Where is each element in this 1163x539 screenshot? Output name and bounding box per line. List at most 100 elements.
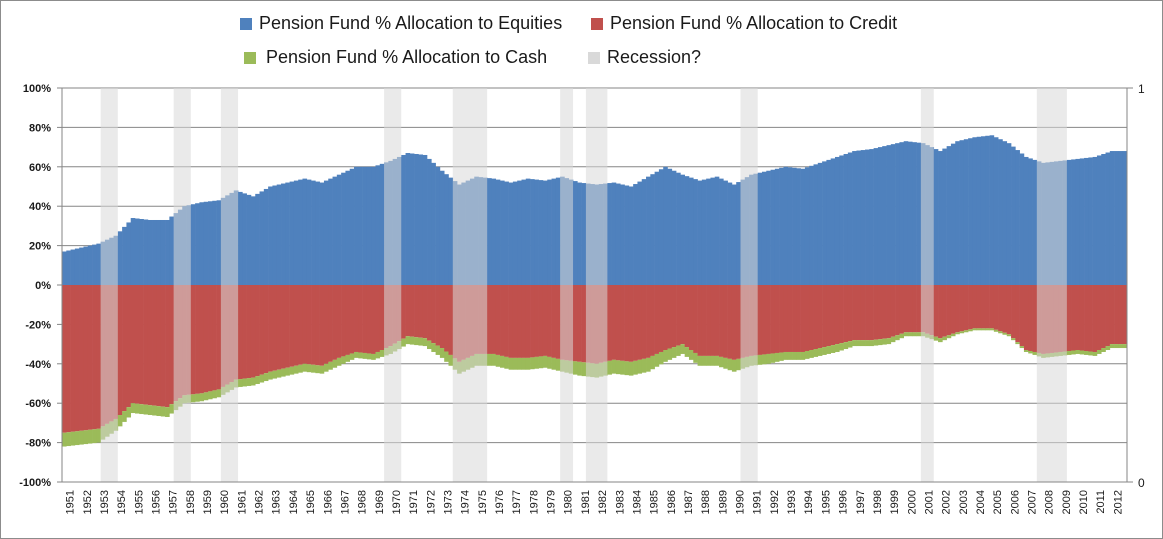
x-tick-label: 1952 xyxy=(82,490,94,514)
bar-cash xyxy=(869,340,874,347)
bar-equities xyxy=(1109,151,1115,285)
y-tick-label: 20% xyxy=(29,241,51,253)
bar-equities xyxy=(74,248,80,285)
bar-cash xyxy=(203,392,209,401)
bar-cash xyxy=(435,345,441,355)
bar-equities xyxy=(439,170,445,285)
bar-cash xyxy=(281,368,286,377)
bar-cash xyxy=(345,354,351,362)
bar-equities xyxy=(349,168,355,285)
bar-equities xyxy=(435,166,441,285)
bar-credit xyxy=(302,285,308,364)
bar-credit xyxy=(160,285,166,407)
bar-equities xyxy=(680,174,685,285)
bar-credit xyxy=(731,285,737,360)
bar-equities xyxy=(817,162,823,285)
bar-equities xyxy=(736,182,741,285)
bar-equities xyxy=(160,219,166,285)
bar-credit xyxy=(542,285,548,356)
bar-credit xyxy=(87,285,93,430)
bar-cash xyxy=(74,431,80,446)
bar-credit xyxy=(530,285,535,358)
legend-label-credit: Pension Fund % Allocation to Credit xyxy=(610,13,898,33)
bar-cash xyxy=(92,429,97,444)
x-tick-label: 1992 xyxy=(769,490,781,514)
bar-equities xyxy=(92,244,97,285)
bar-equities xyxy=(800,168,806,285)
bar-cash xyxy=(199,393,205,402)
bar-cash xyxy=(938,338,943,343)
x-tick-label: 1991 xyxy=(752,490,764,514)
bar-cash xyxy=(70,431,76,446)
bar-equities xyxy=(624,185,630,285)
bar-equities xyxy=(757,172,763,285)
x-tick-label: 1970 xyxy=(391,490,403,514)
bar-cash xyxy=(504,356,509,369)
bar-cash xyxy=(547,356,552,369)
bar-equities xyxy=(1006,143,1012,285)
bar-credit xyxy=(950,285,956,334)
legend-item-equities: Pension Fund % Allocation to Equities xyxy=(240,13,562,34)
legend-item-credit: Pension Fund % Allocation to Credit xyxy=(591,13,897,34)
x-tick-label: 1960 xyxy=(219,490,231,514)
bar-cash xyxy=(139,404,144,415)
bar-credit xyxy=(843,285,849,343)
legend-label-equities: Pension Fund % Allocation to Equities xyxy=(259,13,563,33)
bar-equities xyxy=(710,177,716,285)
bar-credit xyxy=(268,285,273,372)
bar-cash xyxy=(972,328,977,331)
x-tick-label: 1955 xyxy=(133,490,145,514)
bar-cash xyxy=(646,357,651,372)
bar-equities xyxy=(143,219,149,285)
bar-cash xyxy=(796,351,801,360)
bar-credit xyxy=(783,285,789,352)
x-tick-label: 1972 xyxy=(425,490,437,514)
bar-credit xyxy=(512,285,518,358)
x-tick-label: 1973 xyxy=(442,490,454,514)
bar-equities xyxy=(1118,151,1124,285)
bar-cash xyxy=(912,332,917,337)
bar-credit xyxy=(615,285,621,361)
bar-cash xyxy=(620,360,625,375)
x-tick-label: 2011 xyxy=(1095,490,1107,514)
x-tick-label: 1959 xyxy=(202,490,214,514)
bar-cash xyxy=(688,350,694,360)
bar-credit xyxy=(581,285,587,363)
bar-cash xyxy=(152,405,157,416)
bar-cash xyxy=(332,359,338,368)
bar-equities xyxy=(796,168,801,285)
bar-cash xyxy=(663,350,668,362)
bar-credit xyxy=(126,285,132,408)
y-tick-label: -100% xyxy=(19,477,51,489)
bar-cash xyxy=(581,362,587,377)
bar-equities xyxy=(66,250,71,285)
bar-cash xyxy=(117,415,123,427)
bar-cash xyxy=(246,378,252,386)
bar-equities xyxy=(985,135,990,285)
bar-equities xyxy=(688,177,694,285)
bar-cash xyxy=(250,377,256,386)
bar-cash xyxy=(96,428,101,443)
x-tick-label: 1990 xyxy=(735,490,747,514)
bar-credit xyxy=(70,285,76,432)
y-tick-label: 100% xyxy=(23,83,51,95)
bar-equities xyxy=(860,150,866,285)
bar-cash xyxy=(491,353,497,366)
bar-credit xyxy=(766,285,771,354)
x-tick-label: 1964 xyxy=(288,490,300,514)
bar-cash xyxy=(427,340,432,350)
bar-equities xyxy=(972,137,977,285)
bar-credit xyxy=(822,285,827,348)
bar-credit xyxy=(804,285,810,351)
bar-credit xyxy=(688,285,694,351)
bar-equities xyxy=(1122,151,1128,285)
bar-credit xyxy=(431,285,436,344)
bar-cash xyxy=(727,358,733,371)
bar-equities xyxy=(852,151,857,285)
axes xyxy=(57,87,1133,483)
bar-credit xyxy=(1079,285,1085,351)
bar-credit xyxy=(1015,285,1020,343)
bar-credit xyxy=(658,285,664,352)
bar-equities xyxy=(281,183,286,285)
bar-cash xyxy=(963,330,969,333)
